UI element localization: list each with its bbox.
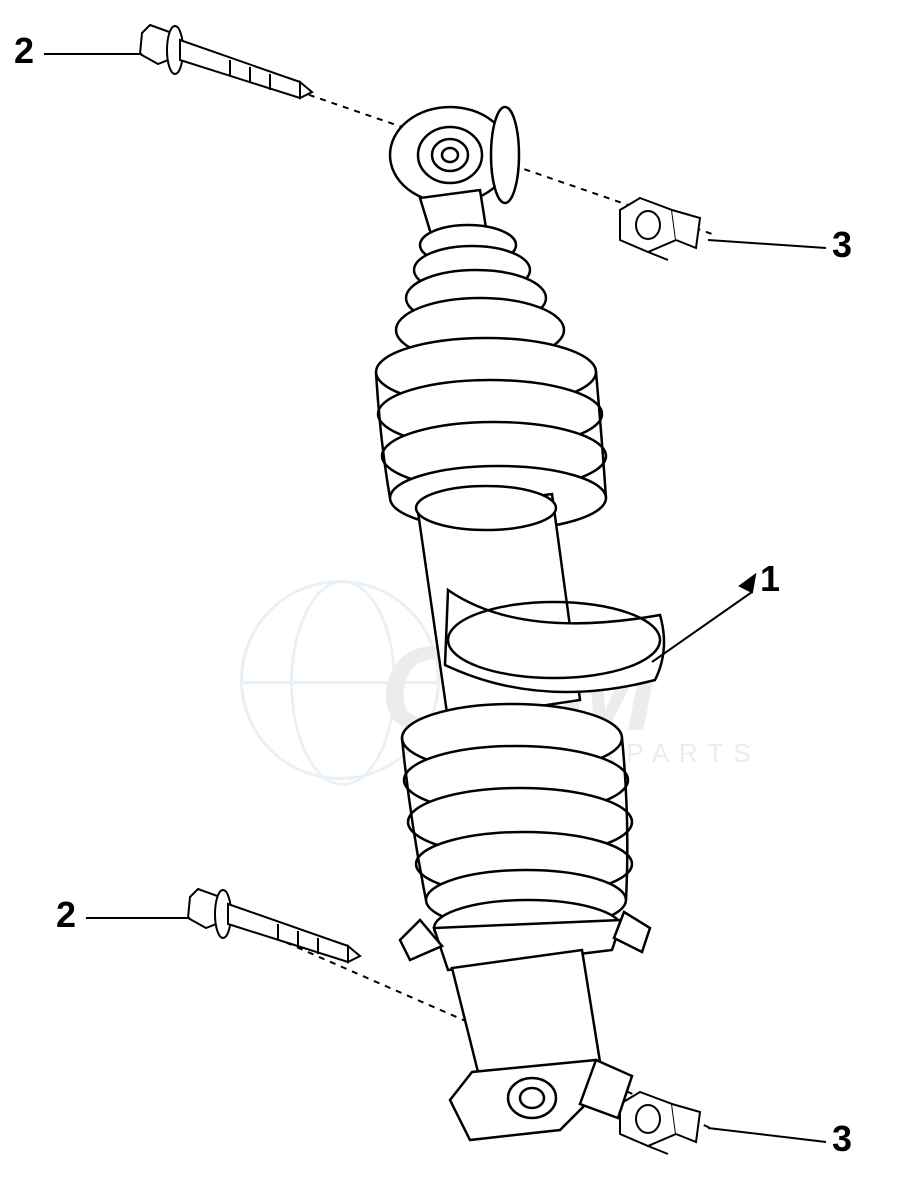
lower-mount-bracket [400, 900, 650, 1140]
lower-bellows [402, 704, 632, 930]
bolt-bottom [188, 889, 360, 962]
shock-absorber [376, 107, 664, 1140]
callout-label-3-bot: 3 [832, 1118, 852, 1160]
callout-line-1 [652, 592, 752, 662]
callout-label-3-top: 3 [832, 224, 852, 266]
damper-tube [416, 486, 664, 720]
top-eye-bushing [390, 107, 519, 203]
exploded-diagram [0, 0, 913, 1201]
callout-label-2-bot: 2 [56, 894, 76, 936]
bolt-top [140, 25, 312, 98]
nut-bottom [620, 1092, 700, 1154]
callout-label-2-top: 2 [14, 30, 34, 72]
callout-line-3a [708, 240, 826, 248]
callout-line-3b [708, 1128, 826, 1142]
nut-top [620, 198, 700, 260]
callout-label-1: 1 [760, 558, 780, 600]
